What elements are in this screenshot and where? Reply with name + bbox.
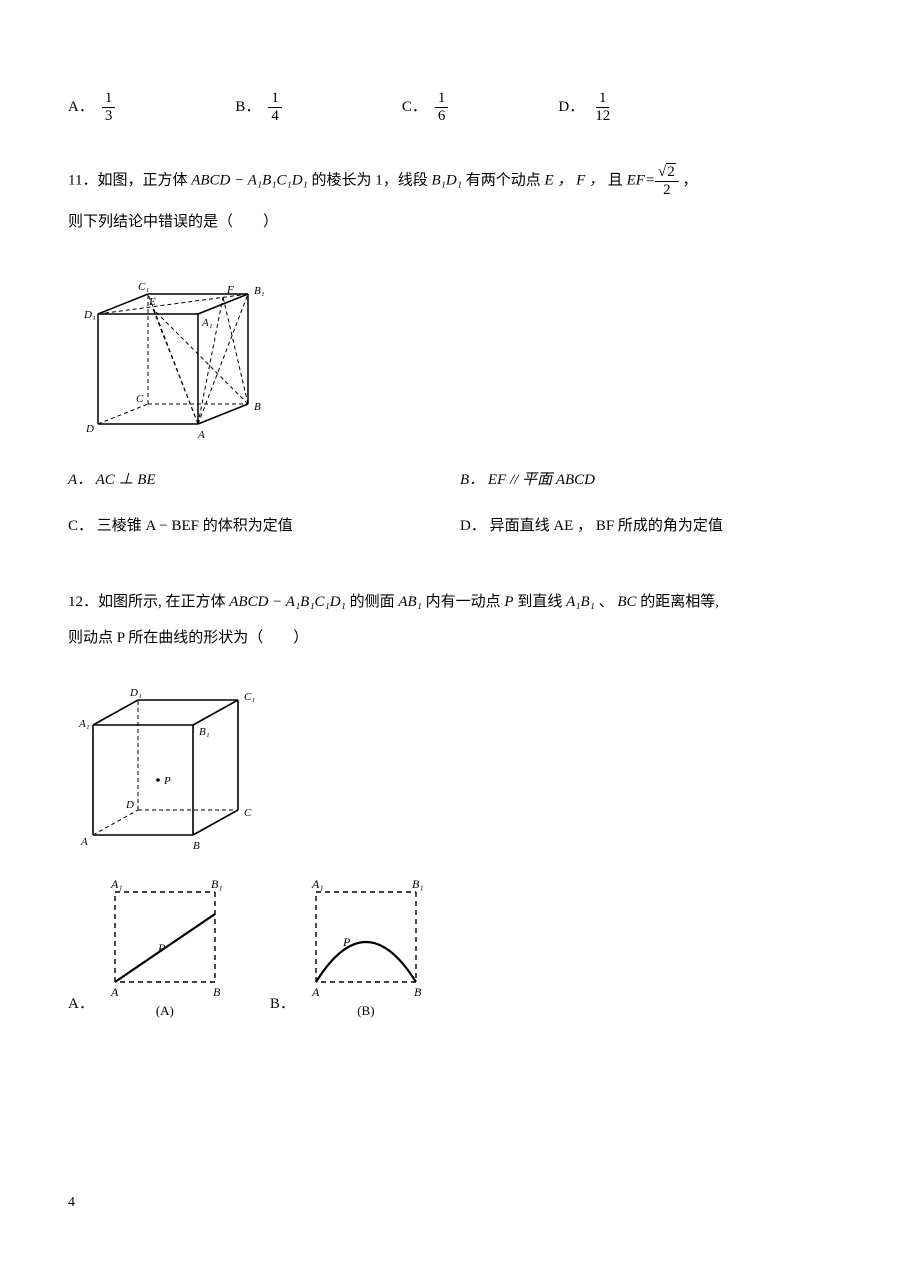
q12-sep: 、	[599, 594, 618, 610]
frac-num: √2	[655, 164, 679, 182]
q11-solid: ABCD − A₁B₁C₁D₁	[191, 172, 308, 188]
q11-option-b: B． EF // 平面 ABCD	[460, 468, 852, 492]
q11-mid3: 且	[608, 172, 627, 188]
svg-text:A: A	[311, 985, 320, 999]
q12-mid2: 内有一动点	[426, 594, 505, 610]
option-figure-wrap: A₁ B₁ A B P (A)	[100, 874, 230, 1022]
q12-mid1: 的侧面	[350, 594, 399, 610]
option-label: B．	[235, 95, 260, 119]
q12-mid3: 到直线	[517, 594, 566, 610]
svg-text:D₁: D₁	[129, 687, 142, 699]
q11-option-c: C． 三棱锥 A − BEF 的体积为定值	[68, 514, 460, 538]
svg-text:C: C	[244, 807, 252, 819]
svg-text:B: B	[414, 985, 422, 999]
svg-text:A: A	[110, 985, 119, 999]
cube-svg: D A B C D₁ A₁ B₁ C₁ E F	[68, 254, 268, 444]
svg-text:P: P	[163, 775, 171, 787]
svg-text:B₁: B₁	[211, 877, 223, 891]
q10-option-d: D． 1 12	[558, 90, 613, 124]
q10-option-c: C． 1 6	[402, 90, 449, 124]
q11-ef: EF=	[627, 172, 655, 188]
svg-text:F: F	[226, 284, 234, 296]
svg-text:D₁: D₁	[83, 309, 96, 321]
svg-text:A₁: A₁	[110, 877, 123, 891]
q11-option-a: A． AC ⊥ BE	[68, 468, 460, 492]
q11-stem: 11．如图，正方体 ABCD − A₁B₁C₁D₁ 的棱长为 1，线段 B₁D₁…	[68, 164, 852, 198]
svg-text:A: A	[197, 429, 205, 441]
q10-option-b: B． 1 4	[235, 90, 282, 124]
option-svg: A₁ B₁ A B P	[301, 874, 431, 999]
q12-mid4: 的距离相等,	[640, 594, 719, 610]
svg-text:B₁: B₁	[199, 726, 210, 738]
option-figure-wrap: A₁ B₁ A B P (B)	[301, 874, 431, 1022]
q11-mid1: 的棱长为 1，线段	[312, 172, 432, 188]
q10-option-a: A． 1 3	[68, 90, 115, 124]
q12-solid: ABCD − A₁B₁C₁D₁	[229, 594, 346, 610]
svg-text:C₁: C₁	[138, 281, 149, 293]
svg-text:C₁: C₁	[244, 691, 255, 703]
option-label: A．	[68, 95, 94, 119]
q12-fig-options: A． A₁ B₁ A B P (A) B． A₁ B₁ A B P (B)	[68, 874, 852, 1022]
q11-options: A． AC ⊥ BE B． EF // 平面 ABCD C． 三棱锥 A − B…	[68, 468, 852, 560]
frac-den: 2	[660, 182, 674, 199]
option-label: B．	[270, 992, 295, 1016]
svg-text:B: B	[254, 401, 261, 413]
svg-text:C: C	[136, 393, 144, 405]
svg-text:B: B	[193, 840, 200, 850]
q11-mid2: 有两个动点	[466, 172, 545, 188]
q12-prefix: 12．如图所示, 在正方体	[68, 594, 229, 610]
svg-text:E: E	[148, 296, 156, 308]
q10-options: A． 1 3 B． 1 4 C． 1 6 D． 1 12	[68, 90, 852, 124]
q11-pts: E ， F ，	[544, 172, 604, 188]
svg-text:D: D	[125, 799, 134, 811]
q12-stem: 12．如图所示, 在正方体 ABCD − A₁B₁C₁D₁ 的侧面 AB₁ 内有…	[68, 590, 852, 614]
q12-pt: P	[504, 594, 513, 610]
cube-svg: P A B C D A₁ B₁ C₁ D₁	[68, 670, 258, 850]
svg-text:B₁: B₁	[254, 285, 265, 297]
svg-text:B₁: B₁	[412, 877, 424, 891]
fraction: 1 6	[435, 90, 449, 124]
option-svg: A₁ B₁ A B P	[100, 874, 230, 999]
svg-text:A: A	[80, 836, 88, 848]
q11-option-d: D． 异面直线 AE ， BF 所成的角为定值	[460, 514, 852, 538]
q12-l1: A₁B₁	[566, 594, 595, 610]
svg-text:P: P	[157, 941, 166, 955]
q12-face: AB₁	[398, 594, 422, 610]
q12-option-b: B． A₁ B₁ A B P (B)	[270, 874, 431, 1022]
q12-line2: 则动点 P 所在曲线的形状为（ ）	[68, 626, 852, 650]
svg-text:B: B	[213, 985, 221, 999]
fraction: 1 12	[592, 90, 613, 124]
svg-text:A₁: A₁	[201, 317, 213, 329]
page-number: 4	[68, 1192, 75, 1214]
q12-l2: BC	[617, 594, 636, 610]
option-label: C．	[402, 95, 427, 119]
q11-prefix: 11．如图，正方体	[68, 172, 191, 188]
svg-text:A₁: A₁	[78, 718, 90, 730]
option-caption: (A)	[100, 1001, 230, 1022]
q12-figure: P A B C D A₁ B₁ C₁ D₁	[68, 670, 852, 850]
option-label: D．	[558, 95, 584, 119]
fraction: 1 3	[102, 90, 116, 124]
q11-suffix: ，	[679, 172, 698, 188]
svg-text:D: D	[85, 423, 94, 435]
q11-line2: 则下列结论中错误的是（ ）	[68, 210, 852, 234]
fraction: 1 4	[268, 90, 282, 124]
q11-figure: D A B C D₁ A₁ B₁ C₁ E F	[68, 254, 852, 444]
q12-option-a: A． A₁ B₁ A B P (A)	[68, 874, 230, 1022]
svg-text:P: P	[342, 935, 351, 949]
q11-seg: B₁D₁	[432, 172, 462, 188]
fraction-ef: √2 2	[655, 164, 679, 198]
option-label: A．	[68, 992, 94, 1016]
option-caption: (B)	[301, 1001, 431, 1022]
svg-text:A₁: A₁	[311, 877, 324, 891]
